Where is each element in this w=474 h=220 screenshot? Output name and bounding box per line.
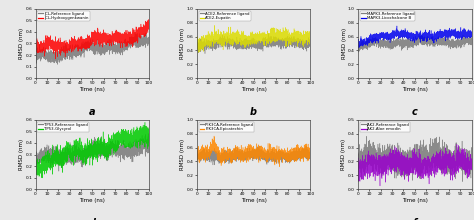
Text: c: c <box>412 107 418 117</box>
Legend: JAK2-Reference ligand, JAK2-Aloe emodin: JAK2-Reference ligand, JAK2-Aloe emodin <box>360 122 410 132</box>
Text: d: d <box>89 218 96 220</box>
Text: a: a <box>89 107 96 117</box>
X-axis label: Time (ns): Time (ns) <box>241 198 266 203</box>
X-axis label: Time (ns): Time (ns) <box>402 87 428 92</box>
Y-axis label: RMSD (nm): RMSD (nm) <box>342 28 346 59</box>
Text: b: b <box>250 107 257 117</box>
X-axis label: Time (ns): Time (ns) <box>241 87 266 92</box>
Text: e: e <box>250 218 257 220</box>
Y-axis label: RMSD (nm): RMSD (nm) <box>180 139 185 170</box>
Legend: PIK3CA-Reference ligand, PIK3CA-Epicatechin: PIK3CA-Reference ligand, PIK3CA-Epicatec… <box>199 122 255 132</box>
Y-axis label: RMSD (nm): RMSD (nm) <box>19 139 24 170</box>
Legend: JCL-Reference ligand, JCL-Hydroxygenkwanin: JCL-Reference ligand, JCL-Hydroxygenkwan… <box>37 11 90 21</box>
X-axis label: Time (ns): Time (ns) <box>79 198 105 203</box>
Y-axis label: RMSD (nm): RMSD (nm) <box>19 28 24 59</box>
Legend: MAPK3-Reference ligand, MAPK3-Licochalcone B: MAPK3-Reference ligand, MAPK3-Licochalco… <box>360 11 415 21</box>
X-axis label: Time (ns): Time (ns) <box>402 198 428 203</box>
Text: f: f <box>413 218 417 220</box>
Y-axis label: RMSD (nm): RMSD (nm) <box>180 28 185 59</box>
Legend: ACE2-Reference ligand, ACE2-Eupatin: ACE2-Reference ligand, ACE2-Eupatin <box>199 11 251 21</box>
X-axis label: Time (ns): Time (ns) <box>79 87 105 92</box>
Legend: TP53-Reference ligand, TP53-Glycyrol: TP53-Reference ligand, TP53-Glycyrol <box>37 122 89 132</box>
Y-axis label: RMSD (nm): RMSD (nm) <box>341 139 346 170</box>
